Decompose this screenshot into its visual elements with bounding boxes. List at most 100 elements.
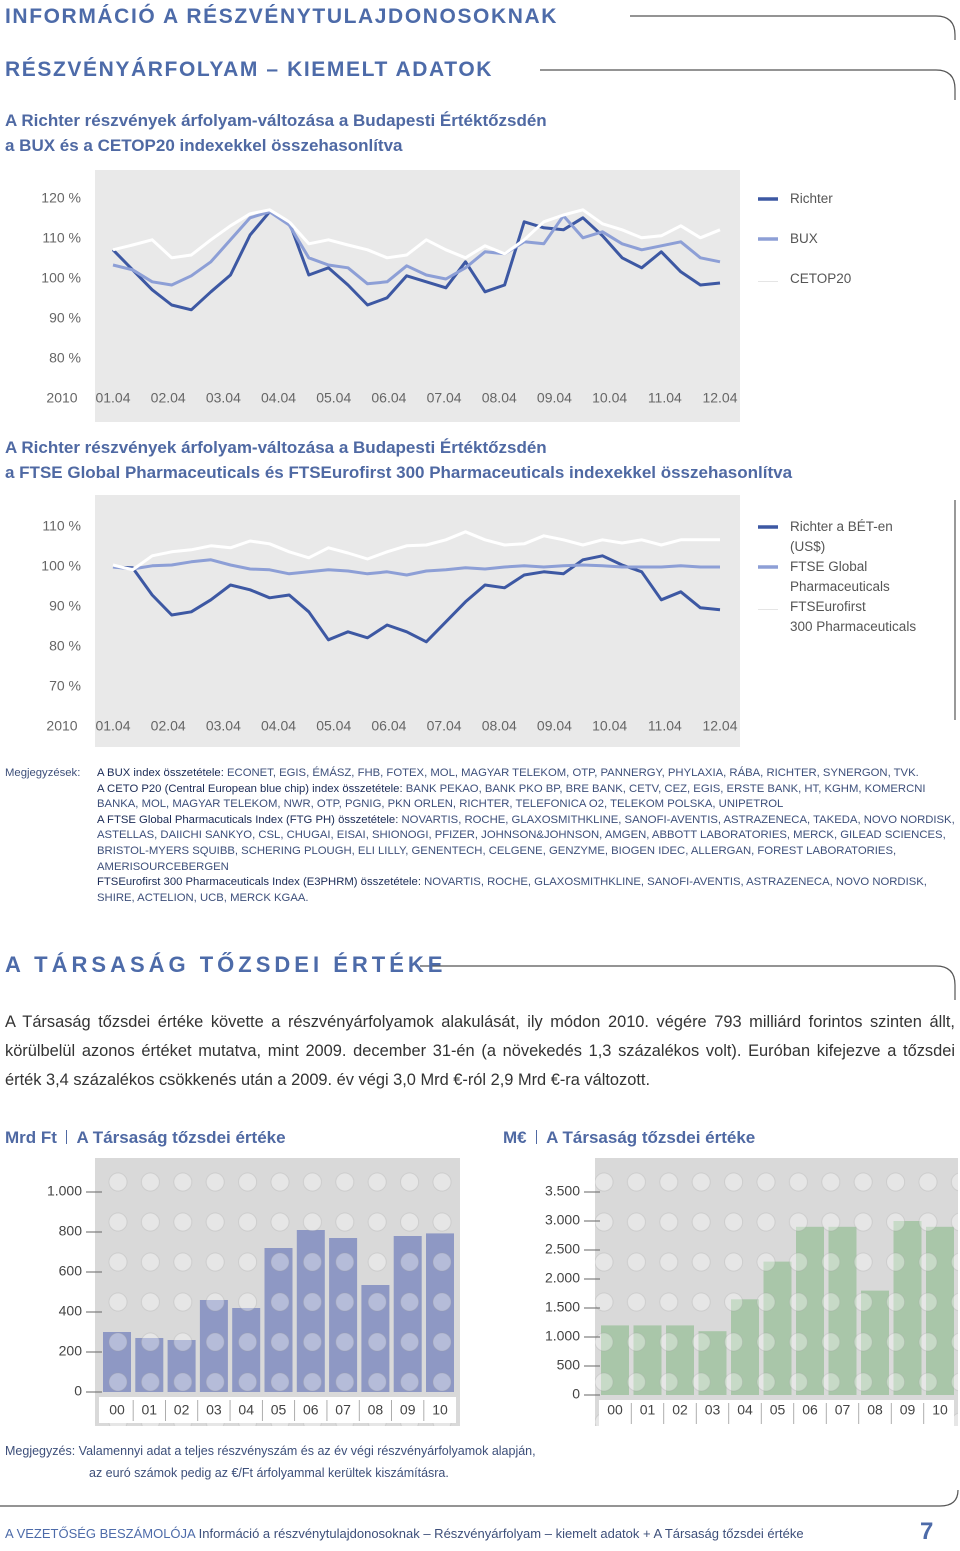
footer: A VEZETŐSÉG BESZÁMOLÓJA Információ a rés…: [5, 1526, 804, 1541]
y-tick-label: 90 %: [49, 598, 81, 614]
x-tick-label: 07.04: [427, 390, 462, 406]
x-tick-label: 02: [174, 1402, 190, 1418]
y-tick-label: 500: [557, 1357, 581, 1373]
x-tick-label: 00: [607, 1402, 623, 1418]
x-tick-label: 04.04: [261, 390, 296, 406]
x-tick-label: 05: [271, 1402, 287, 1418]
footnote-label: Megjegyzés:: [5, 1444, 76, 1458]
series-line: [112, 530, 720, 572]
y-tick-label: 100 %: [41, 270, 81, 286]
series-line: [111, 210, 721, 312]
y-tick-label: 3.500: [545, 1183, 580, 1199]
y-tick-label: 80 %: [49, 350, 81, 366]
x-tick-label: 03: [206, 1402, 222, 1418]
legend-label: FTSEurofirst 300 Pharmaceuticals: [790, 599, 917, 634]
x-tick-label: 09.04: [537, 390, 572, 406]
bar-chart-title: M€ A Társaság tőzsdei értéke: [503, 1128, 755, 1148]
x-tick-label: 02.04: [151, 390, 186, 406]
y-tick-label: 0: [74, 1383, 82, 1399]
y-tick-label: 100 %: [41, 558, 81, 574]
y-tick-label: 600: [59, 1263, 83, 1279]
legend-label: CETOP20: [790, 271, 852, 286]
footnote: Megjegyzés: Valamennyi adat a teljes rés…: [5, 1440, 536, 1484]
x-start-label: 2010: [46, 718, 77, 734]
pill-pattern: [595, 1158, 958, 1426]
y-tick-label: 1.000: [545, 1328, 580, 1344]
series-line: [112, 554, 721, 644]
note-text: ECONET, EGIS, ÉMÁSZ, FHB, FOTEX, MOL, MA…: [223, 767, 919, 779]
x-tick-label: 06.04: [371, 390, 406, 406]
y-tick-label: 1.000: [47, 1183, 82, 1199]
y-tick-label: 70 %: [49, 678, 81, 694]
note-item: A CETO P20 (Central European blue chip) …: [97, 782, 957, 813]
legend-label: Richter: [790, 191, 833, 206]
x-tick-label: 10: [432, 1402, 448, 1418]
y-tick-label: 1.500: [545, 1299, 580, 1315]
x-tick-label: 05.04: [316, 718, 351, 734]
series-line: [112, 558, 720, 577]
x-tick-label: 10.04: [592, 718, 627, 734]
x-tick-label: 08.04: [482, 718, 517, 734]
plot-background: [95, 495, 740, 747]
footer-text: Információ a részvénytulajdonosoknak – R…: [195, 1526, 804, 1541]
x-tick-label: 11.04: [648, 390, 682, 406]
y-tick-label: 0: [572, 1386, 580, 1402]
page-number: 7: [920, 1518, 934, 1545]
note-title: FTSEurofirst 300 Pharmaceuticals Index (…: [97, 876, 421, 889]
note-text: BANK PEKAO, BANK PKO BP, BRE BANK, CETV,…: [97, 782, 926, 811]
x-tick-label: 04: [238, 1402, 254, 1418]
chart-title-line: a BUX és a CETOP20 indexekkel összehason…: [5, 136, 403, 155]
x-tick-label: 09: [900, 1402, 916, 1418]
x-tick-label: 04: [737, 1402, 753, 1418]
x-tick-label: 03: [705, 1402, 721, 1418]
x-tick-label: 07: [835, 1402, 851, 1418]
x-tick-label: 09: [400, 1402, 416, 1418]
x-tick-label: 01.04: [95, 718, 130, 734]
x-tick-label: 08.04: [482, 390, 517, 406]
x-tick-label: 12.04: [702, 718, 737, 734]
chart-title-line: A Richter részvények árfolyam-változása …: [5, 111, 547, 130]
x-tick-label: 05: [770, 1402, 786, 1418]
legend-label: Richter a BÉT-en (US$): [790, 519, 893, 554]
x-tick-label: 09.04: [537, 718, 572, 734]
note-title: A CETO P20 (Central European blue chip) …: [97, 782, 403, 795]
page-title: INFORMÁCIÓ A RÉSZVÉNYTULAJDONOSOKNAK: [5, 5, 559, 28]
x-tick-label: 01: [640, 1402, 656, 1418]
title: A Társaság tőzsdei értéke: [76, 1128, 286, 1147]
notes-label: Megjegyzések:: [5, 767, 81, 779]
footnote-line: az euró számok pedig az €/Ft árfolyammal…: [89, 1466, 449, 1480]
footnote-text: Valamennyi adat a teljes részvényszám és…: [78, 1444, 536, 1458]
y-tick-label: 800: [59, 1223, 83, 1239]
y-tick-label: 400: [59, 1303, 83, 1319]
unit: M€: [503, 1128, 527, 1147]
x-tick-label: 07.04: [427, 718, 462, 734]
x-tick-label: 04.04: [261, 718, 296, 734]
x-tick-label: 08: [368, 1402, 384, 1418]
note-item: A BUX index összetétele: ECONET, EGIS, É…: [97, 766, 957, 782]
pill-pattern: [95, 1158, 460, 1426]
separator: [65, 1130, 68, 1144]
note-title: A BUX index összetétele:: [97, 767, 224, 779]
note-item: A FTSE Global Pharmacuticals Index (FTG …: [97, 813, 957, 875]
footer-section: A VEZETŐSÉG BESZÁMOLÓJA: [5, 1526, 195, 1541]
y-tick-label: 2.000: [545, 1270, 580, 1286]
legend-label: FTSE Global Pharmaceuticals: [790, 559, 890, 594]
notes-items: A BUX index összetétele: ECONET, EGIS, É…: [97, 766, 957, 906]
x-tick-label: 00: [109, 1402, 125, 1418]
x-tick-label: 06.04: [371, 718, 406, 734]
decor-lines: [0, 15, 959, 1507]
x-tick-label: 02.04: [151, 718, 186, 734]
plot-background: [95, 170, 740, 422]
y-tick-label: 90 %: [49, 310, 81, 326]
y-tick-label: 200: [59, 1343, 83, 1359]
y-tick-label: 110 %: [42, 518, 81, 534]
y-tick-label: 110 %: [42, 230, 81, 246]
chart-title-line: A Richter részvények árfolyam-változása …: [5, 438, 547, 457]
note-item: FTSEurofirst 300 Pharmaceuticals Index (…: [97, 875, 957, 906]
section-title: A TÁRSASÁG TŐZSDEI ÉRTÉKE: [5, 952, 447, 977]
y-tick-label: 80 %: [49, 638, 81, 654]
note-text: NOVARTIS, ROCHE, GLAXOSMITHKLINE, SANOFI…: [97, 813, 955, 873]
x-tick-label: 11.04: [648, 718, 682, 734]
paragraph: A Társaság tőzsdei értéke követte a rész…: [5, 1013, 955, 1089]
